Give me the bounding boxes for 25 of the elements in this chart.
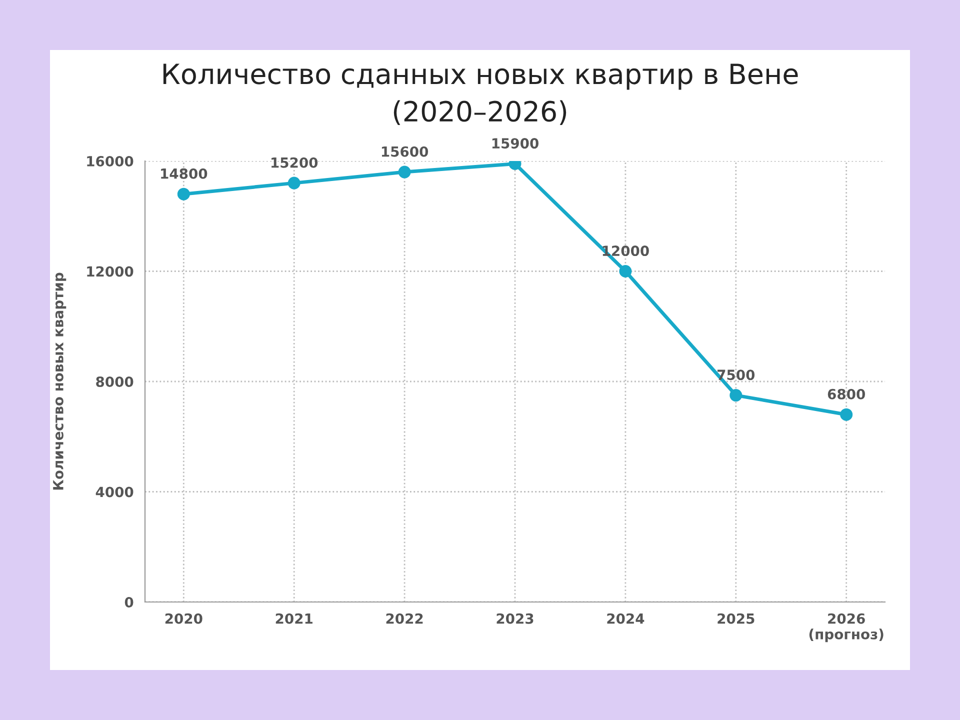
point: [288, 176, 300, 190]
point: [177, 188, 190, 200]
x-tick-label: 2021: [276, 613, 312, 624]
data-label: 6800: [828, 388, 866, 400]
y-tick-label: 12000: [87, 266, 134, 277]
x-tick-label: 2024: [607, 613, 644, 624]
x-tick-label: 2020: [165, 613, 202, 624]
point: [730, 389, 742, 402]
point: [840, 408, 853, 421]
point: [398, 166, 411, 178]
y-tick-label: 0: [124, 596, 134, 608]
chart-title: Количество сданных новых квартир в Вене (2020–2026): [163, 64, 798, 126]
data-label: 15900: [492, 138, 538, 149]
x-tick-label: 2023: [496, 613, 534, 624]
point: [619, 265, 632, 278]
y-tick-label: 16000: [87, 156, 134, 166]
x-tick-label: 2022: [386, 613, 423, 624]
data-label: 15600: [382, 146, 428, 157]
y-tick-label: 8000: [96, 376, 134, 387]
x-tick-label: 2026 (прогноз): [809, 613, 884, 642]
y-axis-title: Количество новых квартир: [53, 272, 66, 490]
data-label: 14800: [161, 168, 208, 179]
y-tick-label: 4000: [96, 486, 134, 498]
data-label: 15200: [272, 157, 318, 168]
x-tick-label: 2025: [718, 613, 754, 624]
